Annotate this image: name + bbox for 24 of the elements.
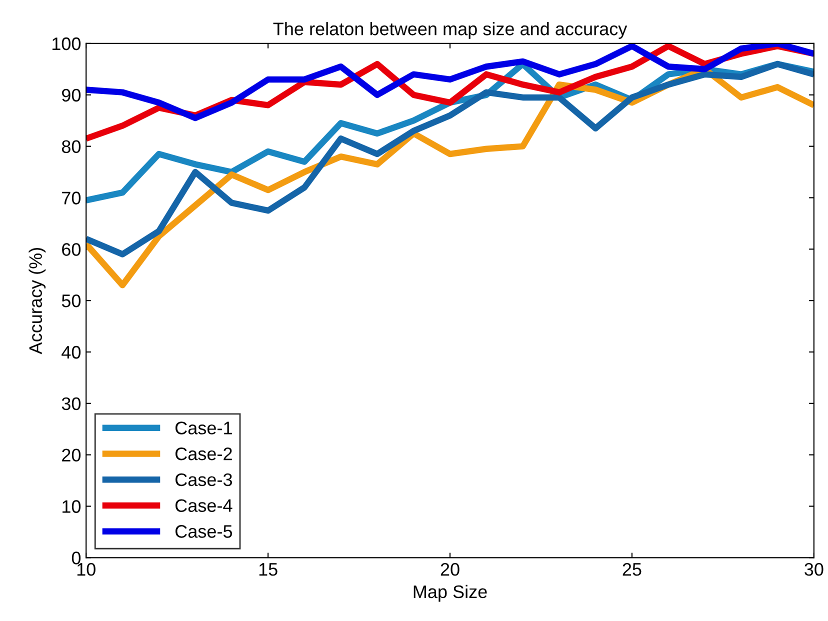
y-tick-label: 70 [62,192,81,204]
x-axis-title: Map Size [414,584,487,602]
y-tick-label: 80 [62,140,81,154]
x-tick-label: 15 [259,563,278,576]
y-tick-label: 100 [52,37,81,50]
legend-label: Case-1 [176,422,232,434]
y-tick-label: 50 [62,294,81,308]
x-tick-label: 25 [622,562,642,576]
chart-title: The relaton between map size and accuracy [273,22,628,39]
legend-label: Case-2 [176,447,232,460]
x-tick-label: 10 [77,562,96,576]
y-axis-title: Accuracy (%) [28,248,46,354]
legend-label: Case-3 [176,473,232,486]
y-tick-label: 10 [62,500,81,513]
legend-label: Case-4 [176,499,232,512]
y-tick-label: 60 [62,243,81,256]
x-tick-label: 30 [804,562,824,576]
y-tick-label: 40 [62,346,81,359]
y-tick-label: 30 [62,397,81,410]
y-tick-label: 20 [62,448,81,462]
y-tick-label: 90 [62,88,81,102]
y-tick-label: 0 [72,552,81,564]
x-tick-label: 20 [440,562,460,576]
legend-label: Case-5 [176,525,232,538]
